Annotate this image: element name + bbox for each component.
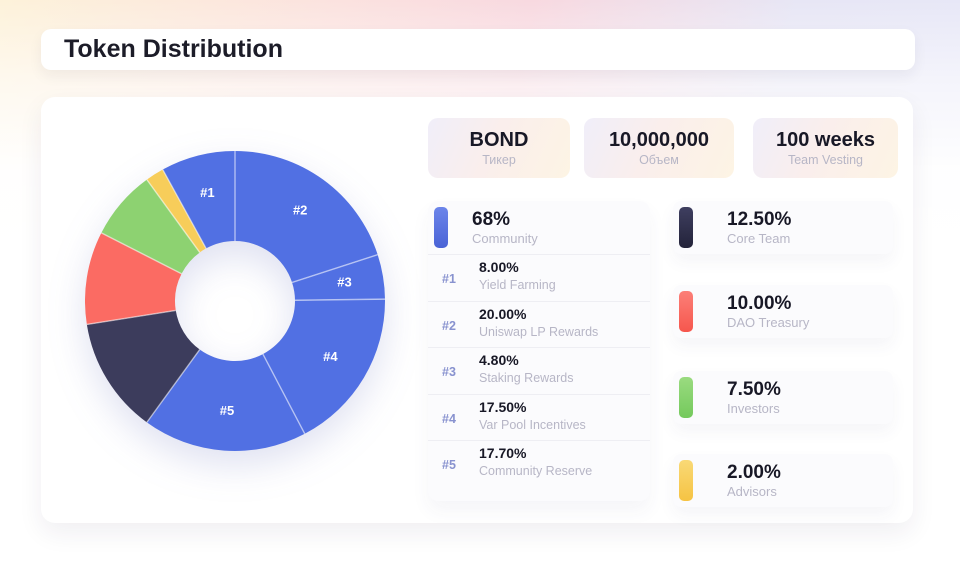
svg-text:#2: #2: [293, 203, 307, 218]
svg-text:#4: #4: [323, 349, 338, 364]
svg-text:#1: #1: [200, 185, 214, 200]
svg-text:#5: #5: [220, 403, 234, 418]
svg-text:#3: #3: [337, 274, 351, 289]
